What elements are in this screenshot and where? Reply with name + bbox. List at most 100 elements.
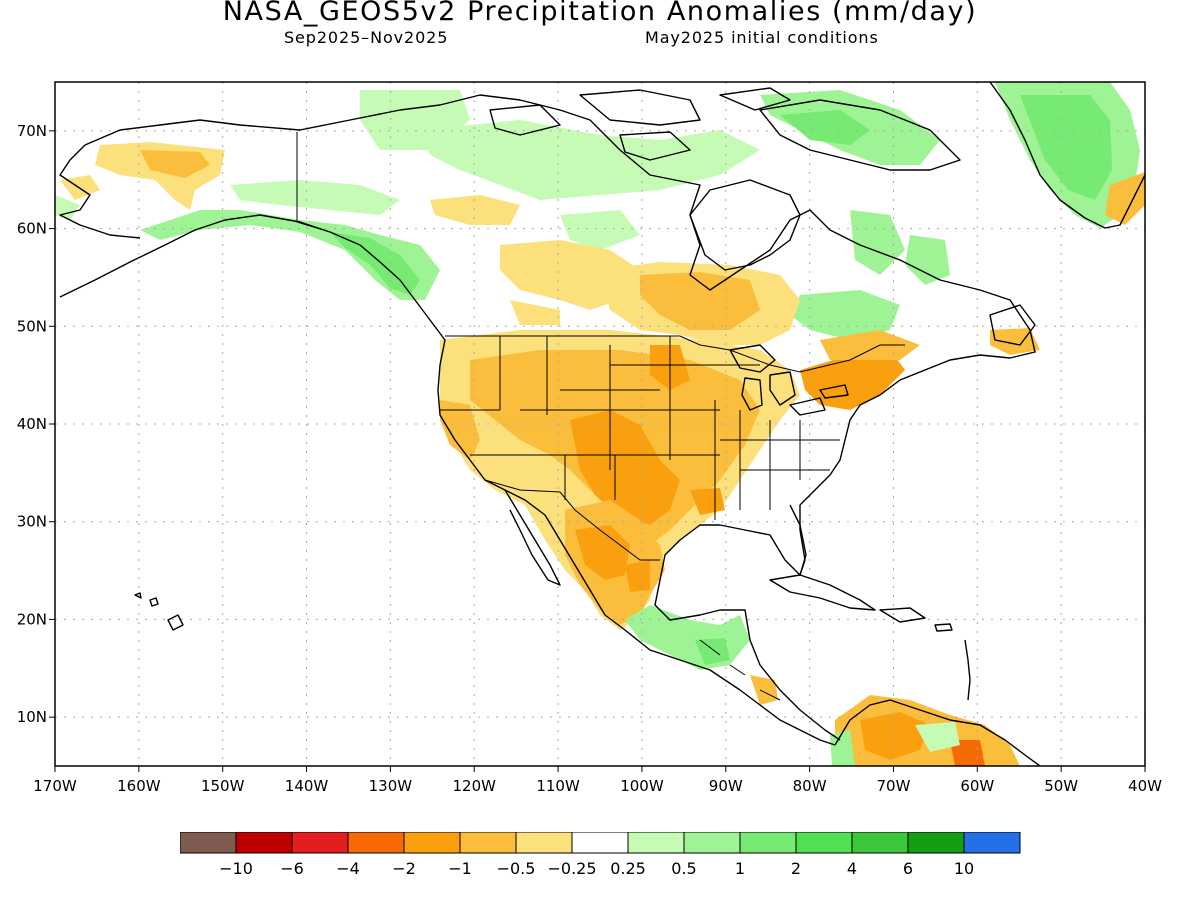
quebec-wet: [790, 290, 900, 340]
coastlines: [59, 82, 1145, 766]
south-america-coast: [834, 699, 1041, 766]
central-america-borders: [699, 639, 781, 701]
north-america-coastline: [59, 94, 1036, 746]
legend-label: 0.25: [610, 859, 646, 878]
legend-swatch: [627, 832, 685, 854]
color-legend: −10 −6 −4 −2 −1 −0.5 −0.25 0.25 0.5 1 2 4 6 10: [180, 832, 1021, 878]
legend-label: 4: [847, 859, 857, 878]
newfoundland: [989, 304, 1036, 346]
legend-label: −0.25: [547, 859, 596, 878]
legend-label: −0.5: [497, 859, 536, 878]
longitude-label: 120W: [452, 777, 496, 795]
legend-label: 0.5: [671, 859, 696, 878]
latitude-label: 10N: [17, 708, 47, 726]
legend-label: −10: [219, 859, 253, 878]
south-america-wet: [830, 730, 855, 766]
gulf-of-alaska-wet: [140, 210, 440, 300]
arctic-island-3: [619, 131, 691, 161]
west-coast-dry: [440, 400, 480, 460]
longitude-label: 140W: [285, 777, 329, 795]
state-lines: [440, 336, 840, 520]
mexico-dry-core: [575, 525, 630, 580]
alaska-west-coast: [59, 144, 141, 239]
legend-swatch: [180, 832, 237, 854]
legend-swatch: [347, 832, 405, 854]
greenland-wet-core: [1020, 95, 1112, 200]
latitude-label: 70N: [17, 122, 47, 140]
longitude-label: 160W: [117, 777, 161, 795]
labrador-wet-2: [905, 235, 950, 285]
cuba: [769, 574, 876, 611]
legend-swatch: [235, 832, 293, 854]
south-america-dry-core: [860, 712, 930, 760]
lesser-antilles: [964, 639, 971, 701]
central-america-wet: [625, 605, 750, 670]
longitude-labels: 170W 160W 150W 140W 130W 120W 110W 100W 90W 80W 70…: [33, 777, 1162, 795]
initial-conditions: May2025 initial conditions: [645, 28, 879, 47]
map-title: NASA_GEOS5v2 Precipitation Anomalies (mm…: [222, 0, 978, 27]
greenland-coast: [989, 82, 1145, 229]
legend-label: −1: [448, 859, 472, 878]
south-america-dry-core-2: [950, 740, 985, 766]
prairies-dry: [500, 240, 640, 310]
lower-miss-dry: [690, 488, 725, 515]
legend-swatch: [571, 832, 629, 854]
arctic-island-1: [579, 89, 701, 126]
graticule: [55, 82, 1145, 766]
anomaly-fields: [55, 82, 1145, 766]
legend-swatch: [683, 832, 741, 854]
bering-wet: [55, 195, 80, 220]
latitude-label: 60N: [17, 220, 47, 238]
forecast-period: Sep2025–Nov2025: [284, 28, 449, 47]
legend-label: 10: [954, 859, 974, 878]
longitude-label: 70W: [877, 777, 911, 795]
baja-california: [504, 489, 561, 586]
great-lakes: [729, 344, 849, 416]
latitude-label: 40N: [17, 415, 47, 433]
ontario-dry-core: [640, 272, 760, 330]
legend-label: −6: [280, 859, 304, 878]
northeast-dry-light: [820, 330, 920, 360]
bc-coast-wet: [330, 232, 420, 295]
alaska-canada-border: [296, 132, 331, 233]
greenland-dry-anomaly: [1105, 172, 1145, 225]
longitude-label: 90W: [709, 777, 743, 795]
hudson-bay: [689, 179, 801, 271]
hudson-wet: [560, 210, 640, 250]
central-canada-dry: [430, 195, 520, 225]
prairies-dry-2: [510, 300, 560, 325]
legend-labels: −10 −6 −4 −2 −1 −0.5 −0.25 0.25 0.5 1 2 4 6 10: [219, 859, 974, 878]
arctic-island-2: [489, 104, 561, 136]
longitude-label: 170W: [33, 777, 77, 795]
longitude-label: 130W: [369, 777, 413, 795]
hawaii: [134, 592, 184, 631]
longitude-label: 80W: [793, 777, 827, 795]
arctic-island-4: [719, 87, 791, 111]
axis-ticks: [49, 130, 1146, 772]
legend-swatch: [963, 832, 1021, 854]
legend-swatch: [851, 832, 909, 854]
south-america-wet-2: [915, 722, 960, 752]
legend-swatch: [459, 832, 517, 854]
longitude-label: 50W: [1044, 777, 1078, 795]
longitude-label: 60W: [960, 777, 994, 795]
us-canada-border: [445, 335, 905, 373]
central-america-wet-core: [695, 638, 730, 665]
us-mexico-border: [484, 479, 660, 561]
longitude-label: 40W: [1128, 777, 1162, 795]
southern-plains-dry: [570, 410, 680, 525]
baffin-wet: [780, 110, 870, 145]
latitude-label: 50N: [17, 317, 47, 335]
political-boundaries: [296, 132, 905, 701]
hispaniola: [879, 607, 926, 623]
alaska-dry-core: [140, 150, 210, 178]
legend-swatch: [739, 832, 797, 854]
legend-label: −4: [336, 859, 360, 878]
legend-swatch: [515, 832, 573, 854]
labrador-wet: [850, 210, 905, 275]
latitude-labels: 10N 20N 30N 40N 50N 60N 70N: [17, 122, 47, 726]
longitude-label: 150W: [201, 777, 245, 795]
legend-swatch: [291, 832, 349, 854]
latitude-label: 20N: [17, 610, 47, 628]
